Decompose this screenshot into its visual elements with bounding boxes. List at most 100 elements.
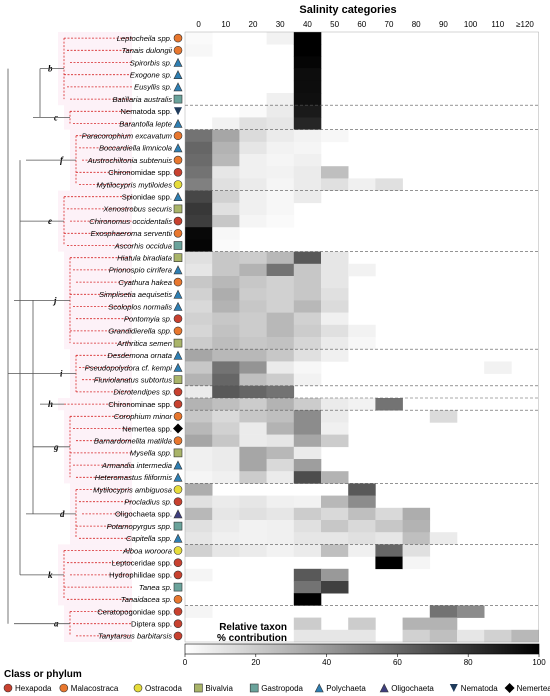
row-label: Pseudopolydora cf. kempi: [85, 363, 173, 372]
row-label: Diptera spp.: [131, 620, 172, 629]
heatmap-cell: [402, 629, 431, 643]
row-label: Nemertea spp.: [122, 424, 172, 433]
legend-marker: [3, 683, 13, 693]
heatmap-cell: [266, 507, 295, 521]
class-marker: [173, 448, 183, 458]
heatmap-cell: [348, 483, 376, 496]
heatmap-cell: [293, 617, 322, 631]
row-label: Pontomyia sp.: [124, 315, 172, 324]
heatmap-cell: [402, 532, 431, 545]
heatmap-cell: [212, 520, 240, 533]
heatmap-cell: [429, 617, 458, 631]
heatmap-cell: [293, 251, 322, 265]
class-marker: [173, 301, 183, 311]
cluster-band: [64, 251, 132, 350]
class-marker: [173, 533, 183, 543]
heatmap-cell: [185, 129, 213, 143]
row-label: Arthritica semen: [116, 339, 172, 348]
heatmap-cells: [185, 32, 539, 643]
heatmap-cell: [185, 44, 213, 57]
row-label: Grandidierella spp.: [108, 327, 172, 336]
heatmap-cell: [348, 629, 376, 643]
row-label: Leptoceridae spp.: [112, 559, 172, 568]
row-label: Corophium minor: [114, 412, 173, 421]
row-label: Chironominae spp.: [108, 400, 172, 409]
heatmap-cell: [293, 68, 322, 82]
heatmap-cell: [321, 568, 349, 582]
heatmap-cell: [321, 324, 349, 338]
heatmap-cell: [266, 288, 295, 301]
class-marker: [173, 558, 183, 568]
legend-label: Malacostraca: [71, 684, 119, 693]
heatmap-cell: [239, 141, 267, 155]
heatmap-cell: [239, 520, 267, 533]
class-marker: [173, 619, 183, 629]
row-label: Mysella spp.: [130, 449, 172, 458]
row-label: Barnardomelita matilda: [94, 437, 172, 446]
heatmap-cell: [293, 568, 322, 582]
heatmap-cell: [212, 471, 240, 484]
heatmap-cell: [266, 32, 295, 45]
heatmap-cell: [239, 495, 267, 509]
heatmap-cell: [212, 190, 240, 204]
class-marker: [173, 131, 183, 140]
heatmap-cell: [212, 117, 240, 130]
colorbar-title: Relative taxon: [219, 622, 287, 633]
heatmap-cell: [266, 154, 295, 167]
class-marker: [173, 277, 183, 287]
row-label: Nematoda spp.: [121, 107, 173, 116]
heatmap-cell: [212, 349, 240, 362]
legend-marker: [59, 683, 69, 693]
legend-marker: [449, 684, 458, 692]
heatmap-cell: [293, 593, 322, 606]
x-tick-label: 70: [385, 20, 394, 29]
heatmap-cell: [239, 251, 267, 265]
colorbar-subtitle: % contribution: [217, 633, 287, 644]
row-label: Barantolla lepte: [119, 119, 172, 128]
heatmap-cell: [185, 605, 213, 618]
colorbar-tick-label: 40: [322, 658, 331, 667]
row-label: Exogone sp.: [130, 71, 172, 80]
heatmap-cell: [293, 190, 322, 204]
row-label: Boccardiella limnicola: [99, 144, 172, 153]
colorbar-tick-label: 80: [464, 658, 473, 667]
cluster-band: [58, 32, 132, 106]
class-marker: [173, 375, 183, 385]
heatmap-cell: [185, 276, 213, 289]
heatmap-cell: [212, 446, 240, 460]
x-tick-label: 40: [303, 20, 312, 29]
heatmap-cell: [293, 154, 322, 167]
heatmap-cell: [212, 141, 240, 155]
heatmap-cell: [375, 178, 403, 191]
heatmap-cell: [266, 276, 295, 289]
heatmap-cell: [348, 324, 376, 338]
heatmap-cell: [293, 507, 322, 521]
heatmap-cell: [185, 337, 213, 350]
row-label: Armandia intermedia: [101, 461, 172, 470]
heatmap-cell: [212, 361, 240, 374]
heatmap-cell: [185, 202, 213, 216]
heatmap-cell: [293, 166, 322, 179]
heatmap-cell: [266, 349, 295, 362]
heatmap-cell: [266, 105, 295, 118]
heatmap-cell: [321, 544, 349, 557]
heatmap-cell: [293, 178, 322, 191]
heatmap-cell: [185, 410, 213, 423]
x-tick-label: 80: [412, 20, 421, 29]
heatmap-cell: [321, 166, 349, 179]
row-label: Oligochaeta spp.: [115, 510, 172, 519]
heatmap-cell: [293, 410, 322, 423]
legend-marker: [314, 683, 324, 693]
heatmap-cell: [239, 312, 267, 326]
class-marker: [173, 521, 183, 531]
class-marker: [173, 33, 183, 43]
class-marker: [173, 594, 183, 604]
class-marker: [173, 582, 183, 592]
cluster-band: [64, 410, 132, 484]
heatmap-cell: [212, 532, 240, 545]
row-label: Tanytarsus barbitarsis: [98, 632, 172, 641]
heatmap-cell: [293, 141, 322, 155]
heatmap-cell: [239, 434, 267, 448]
heatmap-cell: [321, 349, 349, 362]
